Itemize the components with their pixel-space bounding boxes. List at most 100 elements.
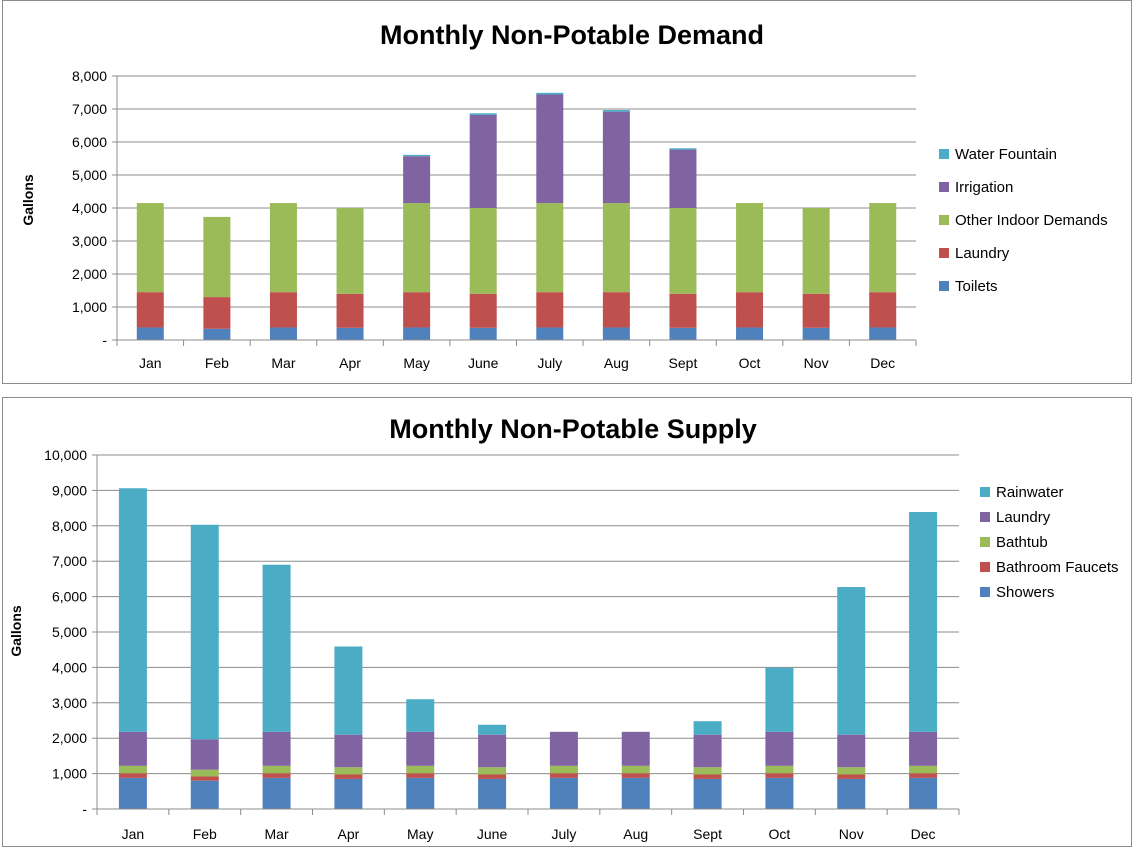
supply-bar-apr-showers — [334, 778, 363, 809]
demand-bar-sept-toilets — [669, 327, 697, 340]
demand-bar-jan-toilets — [136, 327, 164, 340]
demand-bar-nov-other-indoor-demands — [802, 208, 830, 294]
supply-x-tick-label-dec: Dec — [911, 826, 936, 842]
supply-bar-july-bathtub — [549, 765, 578, 774]
supply-bar-sept-rainwater — [693, 721, 722, 735]
supply-bar-june-laundry — [478, 734, 507, 768]
supply-x-tick-label-apr: Apr — [338, 826, 360, 842]
demand-y-tick-label: 8,000 — [72, 68, 107, 84]
demand-legend-label-laundry: Laundry — [955, 245, 1010, 262]
supply-x-tick-label-may: May — [407, 826, 433, 842]
demand-x-tick-label-oct: Oct — [739, 355, 761, 371]
supply-y-tick-label: 4,000 — [52, 659, 87, 675]
supply-bar-feb-rainwater — [190, 524, 219, 740]
demand-bar-june-water-fountain — [469, 113, 497, 115]
demand-bar-apr-toilets — [336, 327, 364, 340]
demand-bar-dec-other-indoor-demands — [869, 203, 897, 293]
demand-legend-swatch-irrigation — [939, 182, 949, 192]
supply-bar-jan-bathroom-faucets — [118, 773, 147, 778]
demand-gridlines — [117, 75, 916, 308]
supply-legend-label-laundry: Laundry — [996, 509, 1051, 526]
supply-bar-jan-rainwater — [118, 488, 147, 732]
supply-bar-july-bathroom-faucets — [549, 773, 578, 778]
demand-bar-june-toilets — [469, 327, 497, 340]
supply-legend-label-rainwater: Rainwater — [996, 484, 1064, 501]
demand-bar-sept-laundry — [669, 293, 697, 328]
supply-bar-jan-laundry — [118, 731, 147, 766]
demand-bar-may-irrigation — [403, 156, 431, 204]
supply-bar-oct-laundry — [765, 731, 794, 766]
demand-y-tick-label: - — [102, 332, 107, 348]
supply-y-tick-label: 1,000 — [52, 766, 87, 782]
demand-y-tick-label: 7,000 — [72, 101, 107, 117]
demand-legend-label-other-indoor-demands: Other Indoor Demands — [955, 212, 1108, 229]
supply-chart-panel: Monthly Non-Potable Supply Gallons - 1,00… — [2, 397, 1132, 847]
supply-bar-nov-bathroom-faucets — [837, 774, 866, 779]
supply-x-tick-label-aug: Aug — [623, 826, 648, 842]
supply-bar-dec-rainwater — [909, 511, 938, 732]
demand-bar-nov-toilets — [802, 327, 830, 340]
supply-bar-june-bathroom-faucets — [478, 774, 507, 779]
supply-bar-dec-laundry — [909, 731, 938, 766]
supply-y-tick-label: 8,000 — [52, 518, 87, 534]
demand-legend-swatch-water-fountain — [939, 149, 949, 159]
supply-bar-apr-rainwater — [334, 646, 363, 735]
demand-y-tick-label: 1,000 — [72, 299, 107, 315]
demand-bar-dec-toilets — [869, 327, 897, 340]
demand-bar-may-toilets — [403, 327, 431, 340]
supply-bar-sept-laundry — [693, 734, 722, 768]
supply-bar-sept-showers — [693, 778, 722, 809]
supply-bar-apr-bathroom-faucets — [334, 774, 363, 779]
demand-bar-july-laundry — [536, 292, 564, 328]
demand-bar-dec-laundry — [869, 292, 897, 328]
demand-legend: Water Fountain Irrigation Other Indoor Dem… — [939, 146, 1108, 295]
demand-bar-july-other-indoor-demands — [536, 203, 564, 293]
supply-bar-may-rainwater — [406, 699, 435, 732]
supply-bar-may-showers — [406, 777, 435, 809]
demand-legend-label-irrigation: Irrigation — [955, 179, 1013, 196]
supply-bars — [118, 488, 938, 809]
supply-bar-jan-bathtub — [118, 765, 147, 774]
supply-bar-july-laundry — [549, 731, 578, 766]
demand-legend-label-toilets: Toilets — [955, 278, 998, 295]
supply-x-tick-label-june: June — [477, 826, 508, 842]
demand-bar-sept-other-indoor-demands — [669, 208, 697, 294]
supply-bar-june-showers — [478, 778, 507, 809]
supply-y-tick-label: - — [82, 801, 87, 817]
supply-legend-swatch-showers — [980, 587, 990, 597]
supply-gridlines — [97, 454, 959, 775]
demand-bar-aug-irrigation — [602, 111, 630, 204]
supply-x-tick-label-sept: Sept — [693, 826, 722, 842]
supply-legend: Rainwater Laundry Bathtub Bathroom Faucets S… — [980, 484, 1119, 601]
supply-chart-title: Monthly Non-Potable Supply — [389, 414, 756, 444]
demand-bar-apr-laundry — [336, 293, 364, 328]
supply-bar-dec-bathtub — [909, 765, 938, 774]
demand-x-tick-label-sept: Sept — [669, 355, 698, 371]
demand-x-tick-label-feb: Feb — [205, 355, 229, 371]
supply-bar-dec-showers — [909, 777, 938, 809]
supply-y-axis-label: Gallons — [8, 605, 24, 657]
demand-bar-sept-irrigation — [669, 149, 697, 208]
demand-axes: - 1,000 2,000 3,000 4,000 5,000 6,000 7,000 8,00… — [72, 68, 917, 371]
demand-x-tick-label-dec: Dec — [870, 355, 895, 371]
supply-axes: - 1,000 2,000 3,000 4,000 5,000 6,000 7,000 8,00… — [44, 447, 960, 842]
supply-y-tick-label: 9,000 — [52, 482, 87, 498]
demand-chart-panel: Monthly Non-Potable Demand Gallons - 1,00… — [2, 0, 1132, 384]
supply-bar-may-bathroom-faucets — [406, 773, 435, 778]
demand-x-tick-label-apr: Apr — [339, 355, 361, 371]
demand-bar-oct-other-indoor-demands — [736, 203, 764, 293]
demand-legend-swatch-toilets — [939, 281, 949, 291]
supply-bar-aug-bathroom-faucets — [621, 773, 650, 778]
supply-bar-oct-rainwater — [765, 667, 794, 732]
demand-bar-may-laundry — [403, 292, 431, 328]
supply-legend-swatch-rainwater — [980, 487, 990, 497]
supply-bar-aug-showers — [621, 777, 650, 809]
supply-bar-sept-bathroom-faucets — [693, 774, 722, 779]
supply-bar-june-bathtub — [478, 767, 507, 775]
supply-bar-nov-rainwater — [837, 587, 866, 735]
supply-bar-feb-bathtub — [190, 769, 219, 777]
demand-y-tick-label: 5,000 — [72, 167, 107, 183]
supply-bar-oct-bathroom-faucets — [765, 773, 794, 778]
supply-y-tick-label: 6,000 — [52, 589, 87, 605]
supply-legend-label-bathtub: Bathtub — [996, 534, 1048, 551]
